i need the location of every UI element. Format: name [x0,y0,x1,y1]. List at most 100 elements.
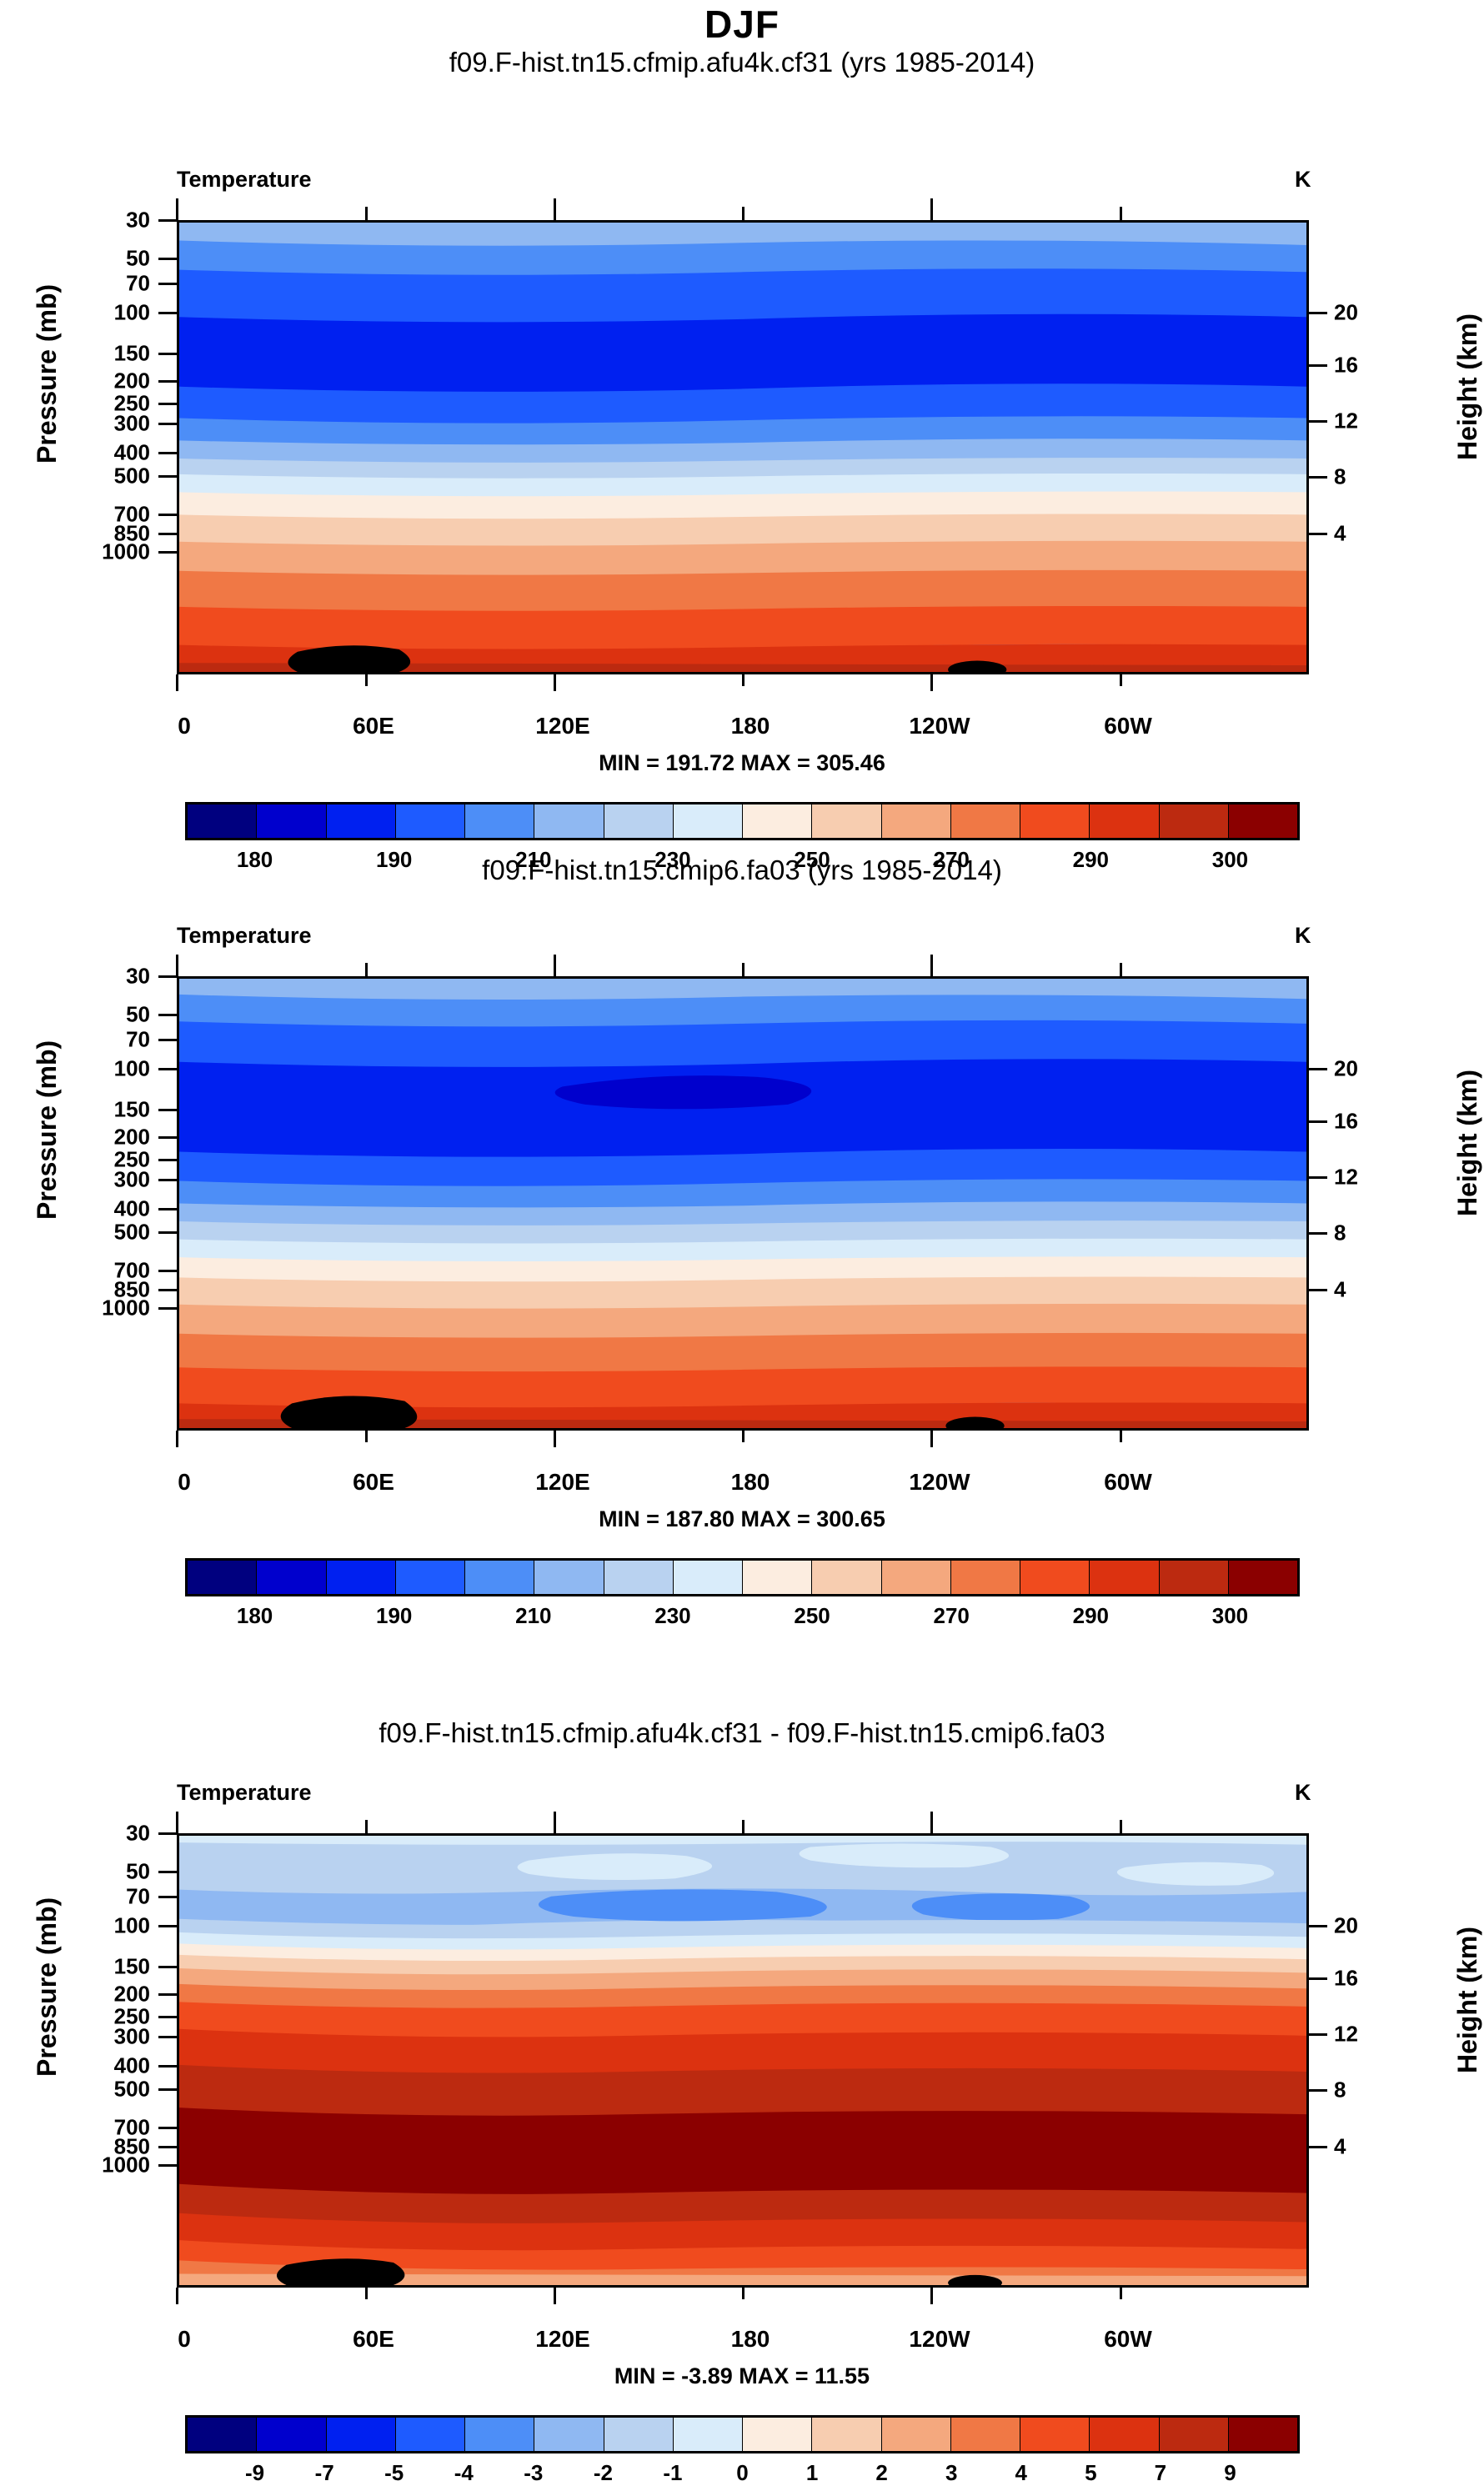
xtick-mark [1120,207,1122,220]
ytick-label: 200 [113,368,150,393]
colorbar-cell [743,2418,813,2451]
ytick-mark [158,2164,177,2167]
panel-1-variable-label: Temperature [177,167,312,192]
colorbar-cell [1228,804,1297,838]
colorbar-cell [1020,804,1090,838]
colorbar-cell [881,1561,951,1594]
ytick-label: 30 [126,963,150,989]
xtick-mark [176,198,178,220]
xtick-mark [554,1812,556,1833]
ytick-label: 100 [113,1055,150,1081]
ytick-mark [158,258,177,260]
colorbar-cell [188,1561,258,1594]
colorbar-cell [881,2418,951,2451]
xtick-mark [930,1431,933,1447]
colorbar-tick-label: 290 [1072,1603,1110,1628]
xtick-label: 60E [353,1469,394,1495]
colorbar-cell [1228,1561,1297,1594]
colorbar-cell [1090,804,1160,838]
panel-1-unit-label: K [1295,167,1311,192]
ytick-label: 400 [113,2052,150,2078]
ytick-label: 150 [113,1096,150,1122]
xtick-mark [930,955,933,976]
panel-3-title: f09.F-hist.tn15.cfmip.afu4k.cf31 - f09.F… [379,1717,1105,1748]
rtick-mark [1309,1068,1327,1070]
colorbar-cell [812,1561,882,1594]
ytick-label: 850 [113,520,150,546]
colorbar-cell [1159,1561,1229,1594]
panel-1-contours [179,223,1306,672]
ytick-label: 400 [113,439,150,465]
colorbar-tick-label: 2 [875,2460,888,2485]
xtick-mark [176,674,178,691]
colorbar-cell [326,2418,396,2451]
colorbar-tick-label: -5 [384,2460,404,2485]
rtick-label: 12 [1334,408,1358,434]
xtick-mark [1120,963,1122,976]
rtick-mark [1309,533,1327,535]
ytick-mark [158,1993,177,1996]
ytick-label: 1000 [102,2152,150,2178]
xtick-mark [365,2288,368,2299]
ytick-label: 700 [113,501,150,527]
colorbar-cell [534,1561,604,1594]
ytick-mark [158,551,177,554]
colorbar-tick-label: 250 [794,847,830,872]
colorbar-tick-label: 9 [1224,2460,1236,2485]
colorbar-tick-label: -7 [314,2460,334,2485]
ytick-label: 50 [126,1001,150,1027]
panel-2-contours [179,979,1306,1428]
xtick-label: 60W [1104,713,1152,739]
xtick-mark [930,674,933,691]
colorbar-cell [1090,2418,1160,2451]
colorbar-cell [604,1561,674,1594]
colorbar-tick-label: -4 [454,2460,474,2485]
xtick-label: 120W [909,1469,970,1495]
rtick-mark [1309,420,1327,423]
colorbar-tick-label: 290 [1072,847,1110,872]
ytick-label: 150 [113,340,150,366]
colorbar-cell [465,804,535,838]
ytick-label: 300 [113,1166,150,1192]
colorbar-cell [1159,2418,1229,2451]
rtick-mark [1309,1925,1327,1927]
ytick-label: 150 [113,1953,150,1979]
ytick-mark [158,1039,177,1041]
panel-1: f09.F-hist.tn15.cfmip.afu4k.cf31 (yrs 19… [0,0,1484,872]
xtick-label: 120W [909,2326,970,2352]
panel-2-variable-label: Temperature [177,923,312,948]
rtick-mark [1309,312,1327,314]
xtick-mark [554,2288,556,2304]
rtick-label: 12 [1334,1164,1358,1190]
colorbar-tick-label: 180 [236,1603,273,1628]
panel-3: f09.F-hist.tn15.cfmip.afu4k.cf31 - f09.F… [0,1705,1484,2485]
ytick-mark [158,514,177,516]
colorbar-cell [812,2418,882,2451]
colorbar-tick-label: 300 [1211,847,1249,872]
ytick-label: 1000 [102,539,150,564]
ytick-label: 50 [126,1858,150,1884]
rtick-label: 4 [1334,520,1346,546]
xtick-label: 120E [535,713,590,739]
colorbar-cell [465,1561,535,1594]
rtick-label: 16 [1334,1965,1358,1991]
ytick-mark [158,283,177,285]
ytick-label: 250 [113,2003,150,2029]
rtick-mark [1309,2146,1327,2148]
ytick-label: 850 [113,1276,150,1302]
ytick-label: 300 [113,2023,150,2049]
panel-3-colorbar-strip [185,2415,1300,2453]
rtick-mark [1309,476,1327,479]
panel-2-unit-label: K [1295,923,1311,948]
rtick-label: 16 [1334,1108,1358,1134]
colorbar-cell [534,2418,604,2451]
xtick-label: 0 [178,1469,191,1495]
colorbar-cell [395,2418,465,2451]
colorbar-cell [326,1561,396,1594]
ytick-label: 70 [126,270,150,296]
ytick-mark [158,2065,177,2067]
xtick-label: 180 [730,713,770,739]
rtick-label: 4 [1334,1276,1346,1302]
rtick-label: 20 [1334,1912,1358,1938]
ytick-mark [158,1014,177,1016]
